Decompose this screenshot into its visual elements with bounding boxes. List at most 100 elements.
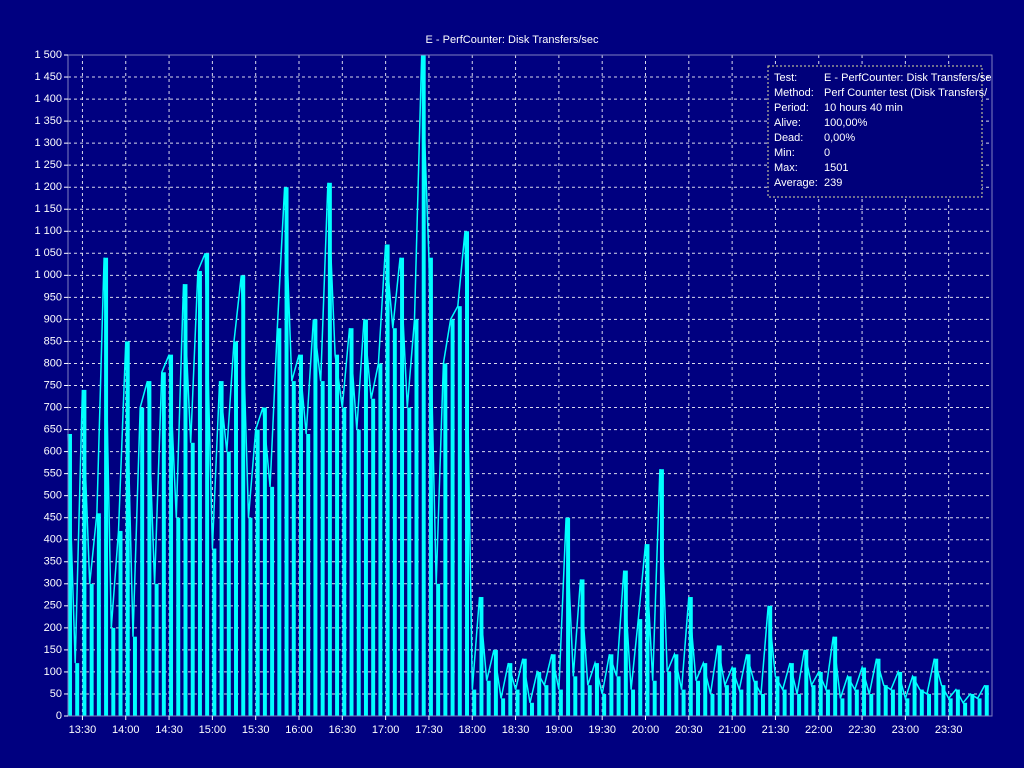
area-column — [205, 253, 210, 717]
area-column — [696, 680, 701, 716]
area-column — [277, 328, 282, 716]
area-column — [342, 407, 347, 716]
area-column — [587, 685, 592, 716]
x-tick-label: 22:00 — [805, 724, 833, 736]
area-column — [623, 570, 628, 716]
area-column — [739, 689, 744, 716]
area-column — [797, 693, 802, 716]
area-column — [811, 685, 816, 716]
x-tick-label: 20:30 — [675, 724, 703, 736]
area-column — [284, 187, 289, 716]
area-column — [234, 341, 239, 716]
x-tick-label: 19:00 — [545, 724, 573, 736]
area-column — [818, 671, 823, 716]
y-tick-label: 650 — [44, 423, 62, 435]
x-tick-label: 21:30 — [762, 724, 790, 736]
area-column — [782, 689, 787, 716]
area-column — [486, 680, 491, 716]
area-column — [118, 530, 123, 716]
y-tick-label: 1 050 — [34, 247, 62, 259]
area-column — [732, 667, 737, 716]
area-column — [638, 619, 643, 716]
info-value: 0 — [824, 147, 830, 159]
area-column — [789, 663, 794, 716]
x-tick-label: 18:30 — [502, 724, 530, 736]
area-column — [169, 354, 174, 716]
area-column — [963, 702, 968, 716]
area-column — [212, 548, 217, 716]
area-column — [262, 407, 267, 716]
info-value: 0,00% — [824, 132, 855, 144]
area-column — [674, 654, 679, 716]
area-column — [883, 685, 888, 716]
info-label: Test: — [774, 72, 797, 84]
y-tick-label: 150 — [44, 644, 62, 656]
area-column — [96, 513, 101, 716]
area-column — [710, 693, 715, 716]
area-column — [768, 605, 773, 716]
y-tick-label: 1 250 — [34, 159, 62, 171]
y-tick-label: 750 — [44, 379, 62, 391]
area-column — [898, 671, 903, 716]
area-column — [717, 645, 722, 716]
x-tick-label: 18:00 — [458, 724, 486, 736]
area-column — [327, 182, 332, 716]
area-column — [833, 636, 838, 716]
area-column — [840, 698, 845, 716]
area-column — [927, 693, 932, 716]
area-column — [941, 685, 946, 716]
x-tick-label: 21:00 — [718, 724, 746, 736]
info-value: E - PerfCounter: Disk Transfers/se — [824, 72, 992, 84]
plot — [67, 54, 989, 717]
area-column — [667, 671, 672, 716]
info-label: Average: — [774, 177, 818, 189]
area-column — [955, 689, 960, 716]
y-tick-label: 950 — [44, 291, 62, 303]
area-column — [977, 698, 982, 716]
x-tick-label: 14:00 — [112, 724, 140, 736]
area-column — [147, 381, 152, 716]
area-column — [703, 663, 708, 716]
info-value: 1501 — [824, 162, 848, 174]
x-tick-label: 23:30 — [935, 724, 963, 736]
info-label: Max: — [774, 162, 798, 174]
area-column — [659, 469, 664, 716]
area-column — [414, 319, 419, 716]
area-column — [306, 433, 311, 716]
y-tick-label: 600 — [44, 446, 62, 458]
y-tick-label: 350 — [44, 556, 62, 568]
info-box: Test: E - PerfCounter: Disk Transfers/se M… — [767, 65, 992, 198]
area-column — [905, 698, 910, 716]
area-column — [681, 689, 686, 716]
area-column — [761, 693, 765, 716]
area-column — [530, 702, 534, 716]
area-column — [934, 658, 939, 716]
area-column — [493, 649, 498, 716]
area-column — [746, 654, 751, 716]
area-column — [176, 517, 181, 716]
area-column — [320, 381, 325, 716]
area-column — [594, 663, 599, 716]
area-column — [602, 693, 607, 716]
y-tick-label: 1 500 — [34, 49, 62, 61]
area-column — [515, 689, 520, 716]
area-column — [869, 693, 874, 716]
area-column — [241, 275, 246, 716]
area-column — [804, 649, 809, 716]
area-column — [558, 689, 563, 716]
area-column — [335, 354, 340, 716]
area-column — [566, 517, 571, 716]
y-tick-label: 800 — [44, 357, 62, 369]
x-tick-label: 15:00 — [199, 724, 227, 736]
area-column — [724, 685, 729, 716]
area-column — [948, 698, 953, 716]
x-tick-label: 17:00 — [372, 724, 400, 736]
area-column — [190, 442, 195, 716]
y-tick-label: 100 — [44, 666, 62, 678]
area-column — [970, 693, 975, 716]
y-tick-label: 1 450 — [34, 71, 62, 83]
area-column — [919, 689, 924, 716]
y-tick-label: 300 — [44, 578, 62, 590]
x-tick-label: 17:30 — [415, 724, 443, 736]
info-label: Min: — [774, 147, 795, 159]
